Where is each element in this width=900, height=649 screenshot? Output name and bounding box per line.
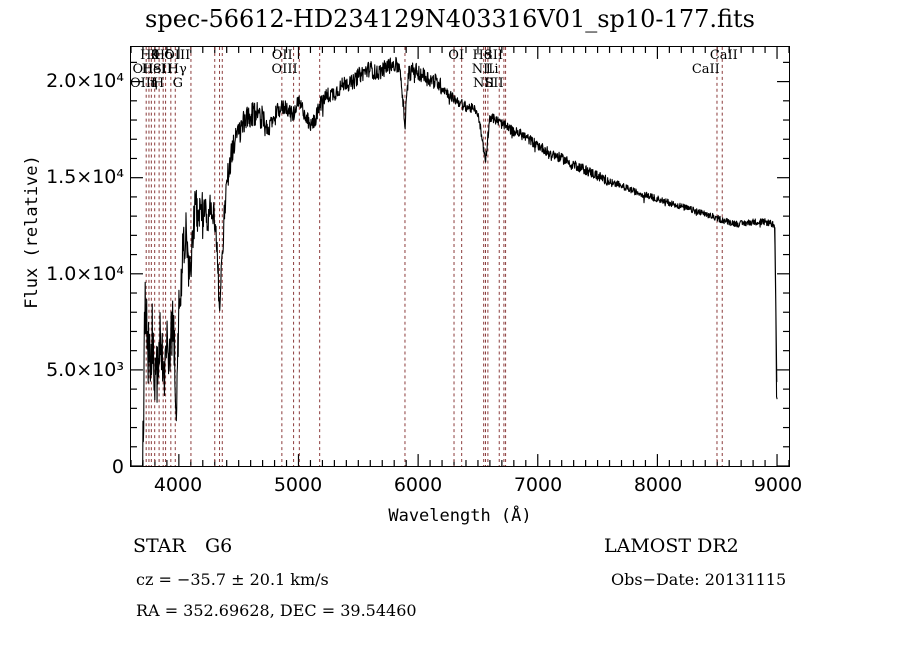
x-tick-label: 6000	[393, 474, 443, 496]
spectral-line-label: OIII	[164, 48, 191, 63]
y-tick-label: 2.0×10⁴	[46, 69, 124, 92]
x-tick-label: 7000	[513, 474, 563, 496]
spectral-line-label: H	[152, 76, 165, 91]
x-axis-title: Wavelength (Å)	[388, 506, 532, 526]
spectral-line-label: CaII	[691, 62, 720, 77]
spectral-line-label: Hθ	[140, 48, 160, 63]
line-markers	[145, 47, 723, 466]
spectral-line-label: NII	[472, 76, 495, 91]
spectral-line-label: SII	[483, 48, 503, 63]
plot-area: Hθ K Hδ OIII OII OI Hα SII CaII OII HeI SII Hγ OIII NI…	[130, 46, 790, 467]
axis-ticks	[131, 47, 789, 466]
y-tick-label: 1.0×10⁴	[46, 262, 124, 285]
y-tick-label: 0	[111, 456, 124, 478]
spectral-line-label: OII	[271, 48, 293, 63]
footer-obsdate: Obs−Date: 20131115	[611, 570, 787, 589]
y-tick-label: 5.0×10³	[46, 359, 124, 382]
spectral-line-label: Hγ	[167, 62, 187, 77]
spectral-line-label: SII	[152, 62, 173, 77]
footer-object-type: STAR	[133, 535, 186, 557]
spectrum-canvas	[131, 47, 789, 466]
spectral-line-label: CaII	[709, 48, 738, 63]
x-tick-label: 9000	[753, 474, 803, 496]
spectral-line-label: Hδ	[153, 48, 173, 63]
spectral-line-label: OI	[448, 48, 465, 63]
spectral-line-label: G	[172, 76, 183, 91]
spectral-line-label: HeI	[141, 62, 166, 77]
page-title: spec-56612-HD234129N403316V01_sp10-177.f…	[145, 5, 755, 33]
footer-survey: LAMOST DR2	[604, 535, 739, 557]
spectral-line-label: OIII	[271, 62, 298, 77]
x-tick-label: 8000	[633, 474, 683, 496]
y-tick-labels: 0 5.0×10³ 1.0×10⁴ 1.5×10⁴ 2.0×10⁴	[0, 46, 124, 478]
spectral-line-label: Li	[485, 62, 499, 77]
footer-cz: cz = −35.7 ± 20.1 km/s	[136, 570, 329, 589]
y-axis-title: Flux (relative)	[22, 155, 42, 309]
spectrum-trace	[141, 56, 778, 466]
spectral-line-label: SII	[484, 76, 504, 91]
spectral-line-label: K	[150, 48, 160, 63]
spectral-line-label: Hα	[472, 48, 493, 63]
x-tick-labels: 4000 5000 6000 7000 8000 9000	[130, 474, 802, 502]
spectral-line-label: NII	[471, 62, 494, 77]
y-tick-label: 1.5×10⁴	[46, 166, 124, 189]
x-tick-label: 5000	[273, 474, 323, 496]
spectral-line-label: η	[149, 76, 158, 91]
spectral-line-label: OII	[132, 62, 154, 77]
spectral-line-label: OIII	[129, 76, 157, 91]
footer-spectral-class: G6	[205, 535, 233, 557]
footer-coords: RA = 352.69628, DEC = 39.54460	[136, 601, 417, 620]
x-tick-label: 4000	[153, 474, 203, 496]
